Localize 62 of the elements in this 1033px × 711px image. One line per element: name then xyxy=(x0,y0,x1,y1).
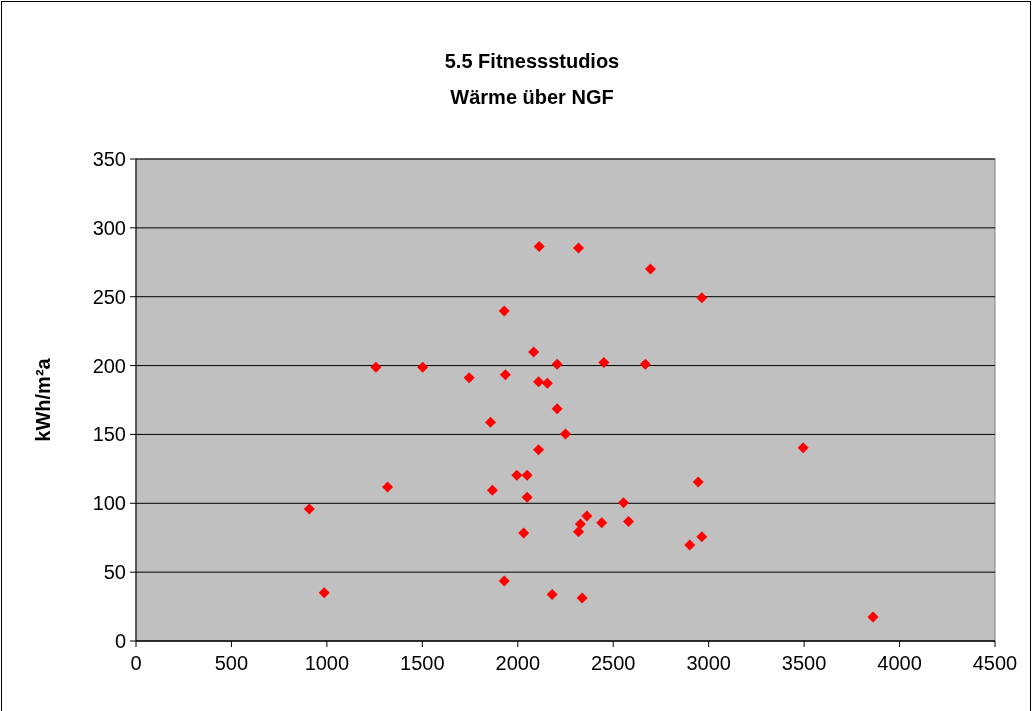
chart-subtitle: Wärme über NGF xyxy=(450,86,614,108)
point xyxy=(533,240,545,252)
point xyxy=(486,484,498,496)
y-tick-label: 50 xyxy=(103,561,126,584)
point xyxy=(370,361,382,373)
point xyxy=(644,263,656,275)
point xyxy=(596,517,608,529)
x-tick-label: 2500 xyxy=(590,652,636,674)
y-tick-label: 150 xyxy=(92,423,126,446)
chart-title: 5.5 Fitnessstudios xyxy=(444,50,620,72)
y-tick-label: 250 xyxy=(92,285,126,308)
y-tick-label: 200 xyxy=(92,354,126,377)
point xyxy=(622,516,634,528)
point xyxy=(521,469,533,481)
x-tick-label: 1000 xyxy=(304,652,350,674)
point xyxy=(499,369,511,381)
point xyxy=(618,497,630,509)
point xyxy=(797,442,809,454)
point xyxy=(528,346,540,358)
x-tick-label: 4500 xyxy=(972,652,1018,674)
point xyxy=(551,403,563,415)
point xyxy=(382,481,394,493)
x-tick-label: 4000 xyxy=(877,652,922,674)
x-tick-label: 2000 xyxy=(495,652,541,674)
point xyxy=(498,305,510,317)
point xyxy=(498,575,510,587)
x-tick-label: 0 xyxy=(130,652,142,674)
x-tick-label: 1500 xyxy=(400,652,445,674)
point xyxy=(696,531,708,543)
point xyxy=(692,476,704,488)
point xyxy=(576,592,588,604)
y-tick-label: 300 xyxy=(92,216,126,239)
point xyxy=(639,358,651,370)
point xyxy=(572,242,584,254)
point xyxy=(541,377,553,389)
x-tick-label: 3500 xyxy=(781,652,827,674)
point xyxy=(867,611,879,623)
point xyxy=(574,518,586,530)
point xyxy=(511,469,523,481)
point xyxy=(684,539,696,551)
point xyxy=(560,428,571,440)
point xyxy=(598,357,610,369)
y-tick-label: 0 xyxy=(114,630,126,652)
point xyxy=(417,361,429,373)
point xyxy=(546,589,558,601)
point xyxy=(518,527,530,539)
point xyxy=(533,376,545,388)
y-tick-label: 100 xyxy=(92,492,126,515)
point xyxy=(581,510,593,522)
point xyxy=(533,444,545,456)
point xyxy=(484,416,496,428)
point xyxy=(318,587,330,599)
point xyxy=(463,372,475,384)
x-tick-label: 500 xyxy=(214,652,249,674)
y-axis-title: kWh/m²a xyxy=(32,357,54,442)
y-tick-label: 350 xyxy=(92,148,126,170)
point xyxy=(572,526,584,538)
point xyxy=(696,292,708,304)
point xyxy=(521,491,533,503)
x-tick-label: 3000 xyxy=(686,652,731,674)
point xyxy=(303,503,315,515)
point xyxy=(551,358,563,370)
